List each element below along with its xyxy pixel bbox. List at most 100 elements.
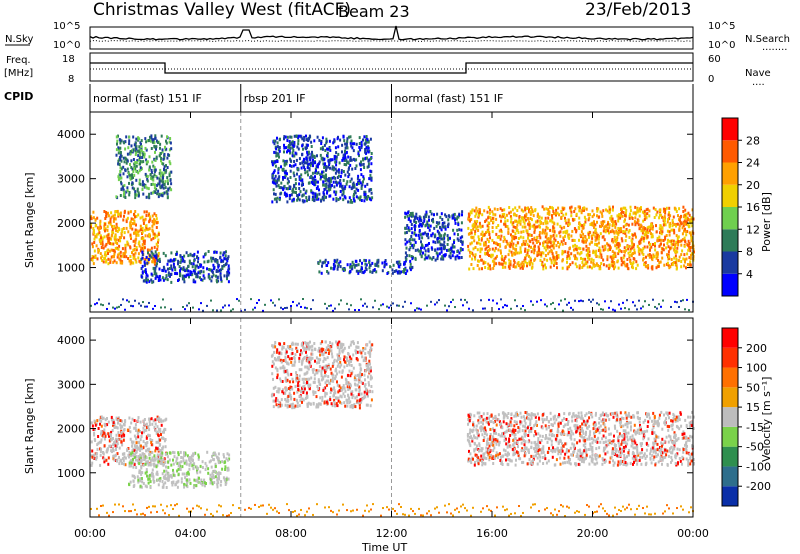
scatter-cell [430,212,433,216]
scatter-cell [154,168,157,172]
scatter-cell [414,228,416,232]
colorbar-swatch [722,140,738,163]
scatter-cell [673,222,676,226]
scatter-cell [546,237,549,241]
scatter-cell [481,224,484,228]
scatter-cell [580,230,583,234]
scatter-cell [153,254,156,258]
scatter-cell [549,257,552,261]
scatter-cell [660,251,663,255]
scatter-cell [528,220,531,224]
scatter-cell [157,427,160,431]
scatter-cell [181,259,184,263]
scatter-cell [456,254,459,258]
scatter-cell [337,168,340,172]
scatter-cell [589,213,591,217]
scatter-cell [688,242,691,246]
scatter-cell [453,241,455,244]
scatter-cell [418,307,420,310]
scatter-cell [548,250,551,254]
scatter-cell [145,158,148,162]
scatter-cell [155,446,158,450]
scatter-cell [363,135,366,139]
scatter-cell [140,304,142,307]
scatter-cell [226,259,229,263]
scatter-cell [151,138,154,142]
scatter-cell [119,258,122,262]
scatter-cell [158,260,161,263]
scatter-cell [179,272,182,276]
scatter-cell [527,236,529,240]
scatter-cell [672,239,675,243]
scatter-cell [113,424,116,428]
scatter-cell [148,434,151,438]
cpid-strip: CPID normal (fast) 151 IF rbsp 201 IF norm… [4,84,694,112]
scatter-cell [138,302,140,305]
power-ylabel: Slant Range [km] [23,172,36,268]
scatter-cell [125,255,128,259]
scatter-cell [642,256,645,260]
scatter-cell [480,247,483,251]
scatter-cell [453,212,456,216]
scatter-cell [136,187,139,191]
scatter-cell [116,229,119,233]
scatter-cell [161,180,164,184]
scatter-cell [298,182,301,186]
scatter-cell [114,210,117,213]
scatter-cell [634,205,637,209]
scatter-cell [365,268,368,272]
scatter-cell [688,224,691,228]
scatter-cell [566,251,569,255]
scatter-cell [355,263,358,267]
scatter-cell [133,426,136,430]
scatter-cell [641,231,644,235]
scatter-cell [227,280,230,284]
scatter-cell [601,214,604,218]
scatter-cell [94,256,97,259]
scatter-cell [170,188,173,192]
scatter-cell [369,270,372,274]
scatter-cell [275,154,278,158]
scatter-cell [641,251,644,255]
scatter-cell [585,244,588,248]
scatter-cell [574,262,577,266]
scatter-cell [207,250,210,253]
scatter-cell [687,248,690,252]
scatter-cell [536,300,538,303]
scatter-cell [170,251,173,255]
scatter-cell [360,140,363,144]
scatter-cell [662,207,665,211]
scatter-cell [316,135,319,139]
scatter-cell [332,267,335,271]
scatter-cell [142,160,145,164]
scatter-cell [612,220,615,224]
scatter-cell [470,218,473,221]
scatter-cell [587,213,590,217]
scatter-cell [276,145,279,149]
scatter-cell [159,438,162,442]
scatter-cell [518,220,521,224]
scatter-cell [202,270,205,274]
scatter-cell [306,166,309,170]
scatter-cell [328,159,331,162]
scatter-cell [476,209,479,213]
scatter-cell [228,457,231,461]
scatter-cell [177,479,180,483]
scatter-cell [203,276,206,280]
scatter-cell [135,151,138,154]
scatter-cell [93,229,95,233]
scatter-cell [323,176,326,180]
scatter-cell [541,231,544,235]
scatter-cell [431,257,434,261]
scatter-cell [587,233,590,236]
scatter-cell [110,242,113,246]
scatter-cell [273,197,276,201]
scatter-cell [164,145,166,149]
scatter-cell [409,268,412,272]
scatter-cell [95,455,98,459]
scatter-cell [549,219,552,223]
scatter-cell [666,261,669,265]
scatter-cell [622,230,625,233]
colorbar-tick-label: 4 [746,268,753,281]
scatter-cell [290,357,293,361]
